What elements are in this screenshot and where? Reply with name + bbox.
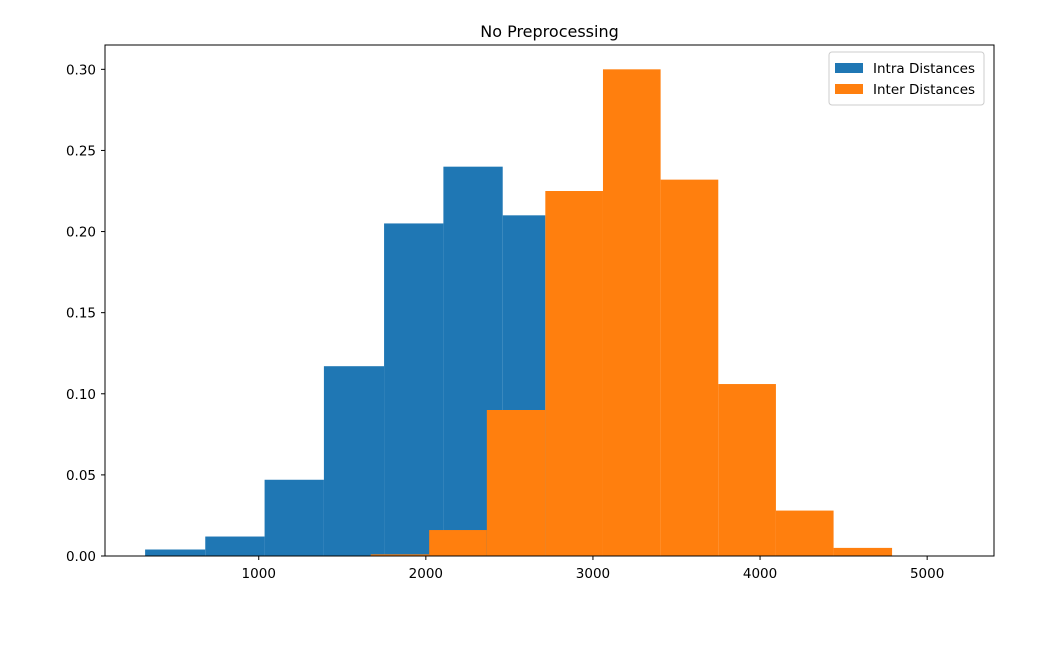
- histogram-bar: [775, 510, 834, 556]
- x-tick-label: 2000: [409, 566, 443, 582]
- histogram-bar: [429, 530, 487, 556]
- histogram-bar: [545, 191, 603, 556]
- legend-swatch: [835, 84, 863, 94]
- histogram-bar: [718, 384, 776, 556]
- y-tick-label: 0.20: [66, 225, 96, 241]
- histogram-bar: [370, 554, 430, 556]
- legend-label: Inter Distances: [873, 82, 975, 98]
- x-tick-label: 4000: [743, 566, 777, 582]
- y-tick-label: 0.05: [66, 468, 96, 484]
- x-tick-label: 5000: [910, 566, 944, 582]
- x-tick-label: 3000: [576, 566, 610, 582]
- series-inter-bars: [370, 69, 893, 556]
- plot-frame: [104, 44, 995, 557]
- histogram-bar: [205, 536, 265, 556]
- legend-label: Intra Distances: [873, 61, 975, 77]
- legend-box: [828, 51, 985, 106]
- ticks-layer: 1000 2000 3000 4000 5000 0.00 0.05 0.10 0.15 0.20…: [66, 62, 944, 582]
- histogram-bar: [486, 410, 546, 556]
- series-intra-bars: [145, 166, 546, 557]
- histogram-bar: [323, 366, 385, 556]
- histogram-bar: [384, 223, 444, 556]
- legend-swatch: [835, 63, 863, 73]
- legend: Intra Distances Inter Distances: [828, 51, 985, 106]
- y-tick-label: 0.10: [66, 387, 96, 403]
- histogram-bar: [264, 479, 324, 556]
- y-tick-label: 0.25: [66, 143, 96, 159]
- bars-layer: [145, 69, 893, 557]
- histogram-bar: [660, 179, 719, 556]
- histogram-bar: [145, 549, 206, 556]
- histogram-bar: [602, 69, 661, 556]
- y-tick-label: 0.30: [66, 62, 96, 78]
- chart-title: No Preprocessing: [480, 22, 619, 41]
- y-tick-label: 0.15: [66, 306, 96, 322]
- x-tick-label: 1000: [242, 566, 276, 582]
- histogram-bar: [833, 547, 893, 556]
- y-tick-label: 0.00: [66, 549, 96, 565]
